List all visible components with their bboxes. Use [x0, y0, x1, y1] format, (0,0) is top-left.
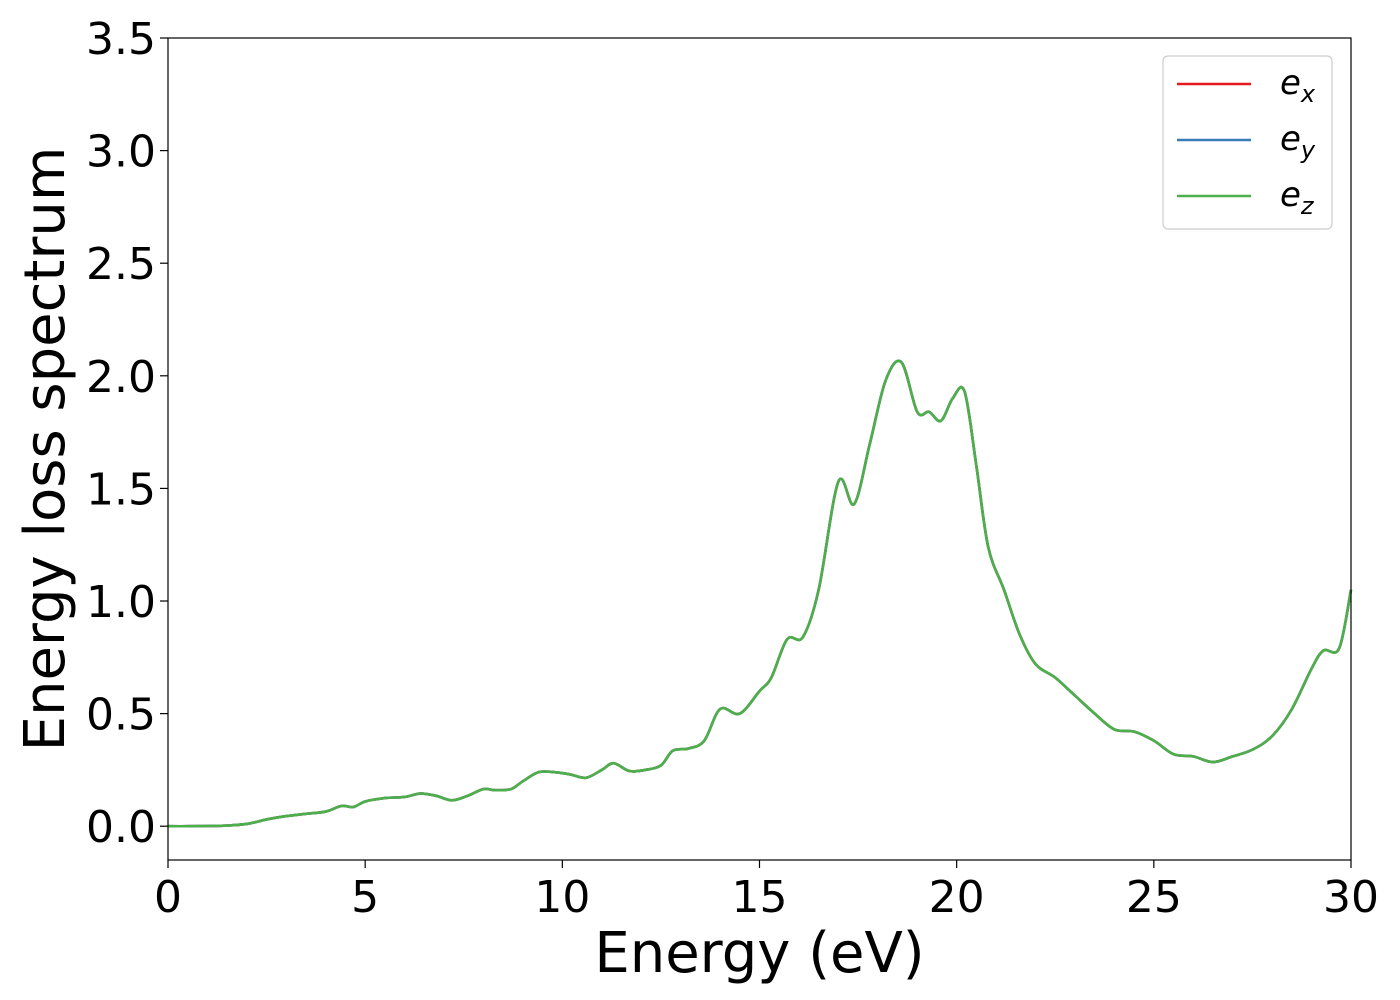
legend-label-subscript: z — [1300, 192, 1315, 220]
y-tick-label: 3.0 — [86, 127, 156, 178]
x-tick-label: 20 — [929, 872, 985, 923]
y-tick-label: 2.0 — [86, 352, 156, 403]
x-axis: 0 5 10 15 20 25 30 — [154, 860, 1379, 923]
x-axis-label: Energy (eV) — [594, 921, 924, 986]
x-tick-label: 0 — [154, 872, 182, 923]
series-line-e_y — [167, 359, 1353, 828]
legend-label: ey — [1280, 119, 1316, 164]
x-tick-label: 5 — [351, 872, 379, 923]
legend-label: ez — [1280, 175, 1315, 220]
series-line-e_z — [167, 359, 1353, 828]
legend-label-base: e — [1280, 175, 1301, 215]
y-tick-label: 1.0 — [86, 577, 156, 628]
legend-label-subscript: x — [1300, 80, 1316, 108]
legend-label-base: e — [1280, 63, 1301, 103]
legend-label: ex — [1280, 63, 1316, 108]
x-tick-label: 25 — [1126, 872, 1182, 923]
x-tick-label: 30 — [1323, 872, 1379, 923]
x-tick-label: 10 — [534, 872, 590, 923]
y-axis-label: Energy loss spectrum — [13, 147, 78, 752]
series-line-e_x — [167, 359, 1353, 828]
legend-label-base: e — [1280, 119, 1301, 159]
y-tick-label: 1.5 — [86, 464, 156, 515]
y-axis: 0.0 0.5 1.0 1.5 2.0 2.5 3.0 3.5 — [86, 14, 168, 853]
y-tick-label: 0.5 — [86, 690, 156, 741]
legend-box — [1162, 55, 1333, 230]
x-tick-label: 15 — [732, 872, 788, 923]
series-layer — [167, 359, 1353, 828]
y-tick-label: 0.0 — [86, 802, 156, 853]
y-tick-label: 3.5 — [86, 14, 156, 65]
y-tick-label: 2.5 — [86, 239, 156, 290]
legend-label-subscript: y — [1300, 136, 1316, 164]
